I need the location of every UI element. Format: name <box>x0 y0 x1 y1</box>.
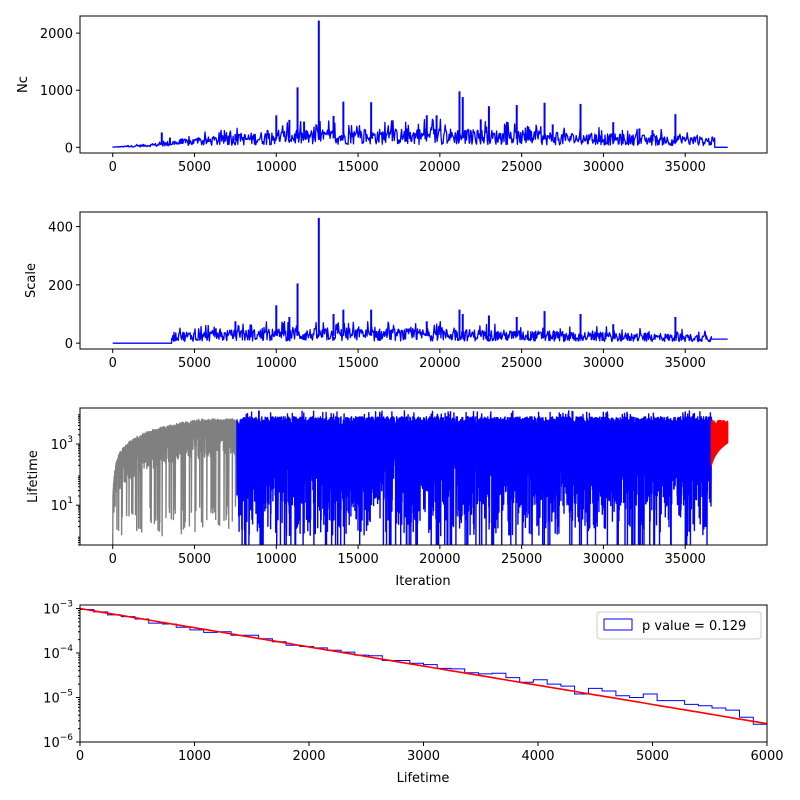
y-tick-label: 0 <box>65 337 73 352</box>
histogram-steps <box>80 609 767 742</box>
histogram-marks <box>80 607 767 742</box>
x-tick-label: 0 <box>109 160 117 175</box>
series-line <box>112 118 728 148</box>
x-tick-label: 0 <box>109 356 117 371</box>
y-tick-label: 101 <box>51 496 73 514</box>
x-tick-label: 10000 <box>256 552 297 567</box>
series-line <box>112 418 238 545</box>
y-tick-label: 400 <box>48 221 73 236</box>
y-tick-label: 200 <box>48 279 73 294</box>
legend-frame <box>596 611 762 640</box>
lifetime-xlabel: Lifetime <box>397 771 450 786</box>
nc-panel: 0 5000 10000 15000 20000 25000 30000 35000 0 1000… <box>16 15 768 175</box>
nc-ylabel: Nc <box>16 76 31 93</box>
x-tick-label: 35000 <box>665 552 706 567</box>
x-tick-label: 30000 <box>583 552 624 567</box>
x-tick-label: 25000 <box>501 356 542 371</box>
x-tick-label: 0 <box>109 552 117 567</box>
x-tick-label: 30000 <box>583 356 624 371</box>
nc-series <box>112 20 728 148</box>
x-tick-label: 15000 <box>337 160 378 175</box>
scale-ylabel: Scale <box>24 263 39 298</box>
x-tick-label: 10000 <box>256 160 297 175</box>
lifetime-panel: 0 5000 10000 15000 20000 25000 30000 35000 101 10… <box>26 407 768 589</box>
legend: p value = 0.129 <box>596 611 762 640</box>
scale-panel: 0 5000 10000 15000 20000 25000 30000 35000 0 200 4… <box>24 211 768 371</box>
legend-histogram-swatch <box>603 618 633 631</box>
y-tick-label: 10−3 <box>43 600 73 618</box>
x-tick-label: 30000 <box>583 160 624 175</box>
nc-ticks: 0 5000 10000 15000 20000 25000 30000 35000 0 1000… <box>40 27 706 175</box>
x-tick-label: 4000 <box>521 749 554 764</box>
y-tick-label: 10−6 <box>43 733 73 751</box>
x-tick-label: 5000 <box>178 552 211 567</box>
x-tick-label: 5000 <box>178 160 211 175</box>
series-line <box>236 410 713 545</box>
scale-plot-frame <box>79 211 768 350</box>
lifetime-ylabel: Lifetime <box>26 450 41 503</box>
legend-label: p value = 0.129 <box>642 619 746 634</box>
series-line <box>112 320 728 344</box>
x-tick-label: 0 <box>76 749 84 764</box>
x-tick-label: 20000 <box>419 160 460 175</box>
fit-curve <box>80 607 767 725</box>
x-tick-label: 15000 <box>337 356 378 371</box>
x-tick-label: 5000 <box>636 749 669 764</box>
x-tick-label: 20000 <box>419 552 460 567</box>
x-tick-label: 15000 <box>337 552 378 567</box>
x-tick-label: 35000 <box>665 356 706 371</box>
lifetime-series <box>112 410 729 545</box>
series-line <box>710 419 729 467</box>
scale-series <box>112 217 728 344</box>
y-tick-label: 0 <box>65 141 73 156</box>
y-tick-label: 2000 <box>40 27 73 42</box>
x-tick-label: 35000 <box>665 160 706 175</box>
x-tick-label: 3000 <box>407 749 440 764</box>
x-tick-label: 6000 <box>750 749 783 764</box>
x-tick-label: 5000 <box>178 356 211 371</box>
histogram-panel: 0 1000 2000 3000 4000 5000 6000 10−6 10−5 10−4 10−… <box>43 600 783 786</box>
x-tick-label: 1000 <box>178 749 211 764</box>
y-tick-label: 103 <box>51 435 73 453</box>
x-tick-label: 20000 <box>419 356 460 371</box>
x-tick-label: 2000 <box>292 749 325 764</box>
lifetime-plot-frame <box>79 407 768 546</box>
lifetime-ticks: 0 5000 10000 15000 20000 25000 30000 35000 101 10… <box>51 414 706 567</box>
scale-ticks: 0 5000 10000 15000 20000 25000 30000 35000 0 200 4… <box>48 221 706 371</box>
nc-plot-frame <box>79 15 768 154</box>
x-tick-label: 25000 <box>501 160 542 175</box>
y-tick-label: 10−5 <box>43 689 73 707</box>
histogram-ticks: 0 1000 2000 3000 4000 5000 6000 10−6 10−5 10−4 10−… <box>43 600 783 764</box>
x-tick-label: 10000 <box>256 356 297 371</box>
y-tick-label: 10−4 <box>43 644 73 662</box>
iteration-xlabel: Iteration <box>395 574 450 589</box>
x-tick-label: 25000 <box>501 552 542 567</box>
y-tick-label: 1000 <box>40 84 73 99</box>
